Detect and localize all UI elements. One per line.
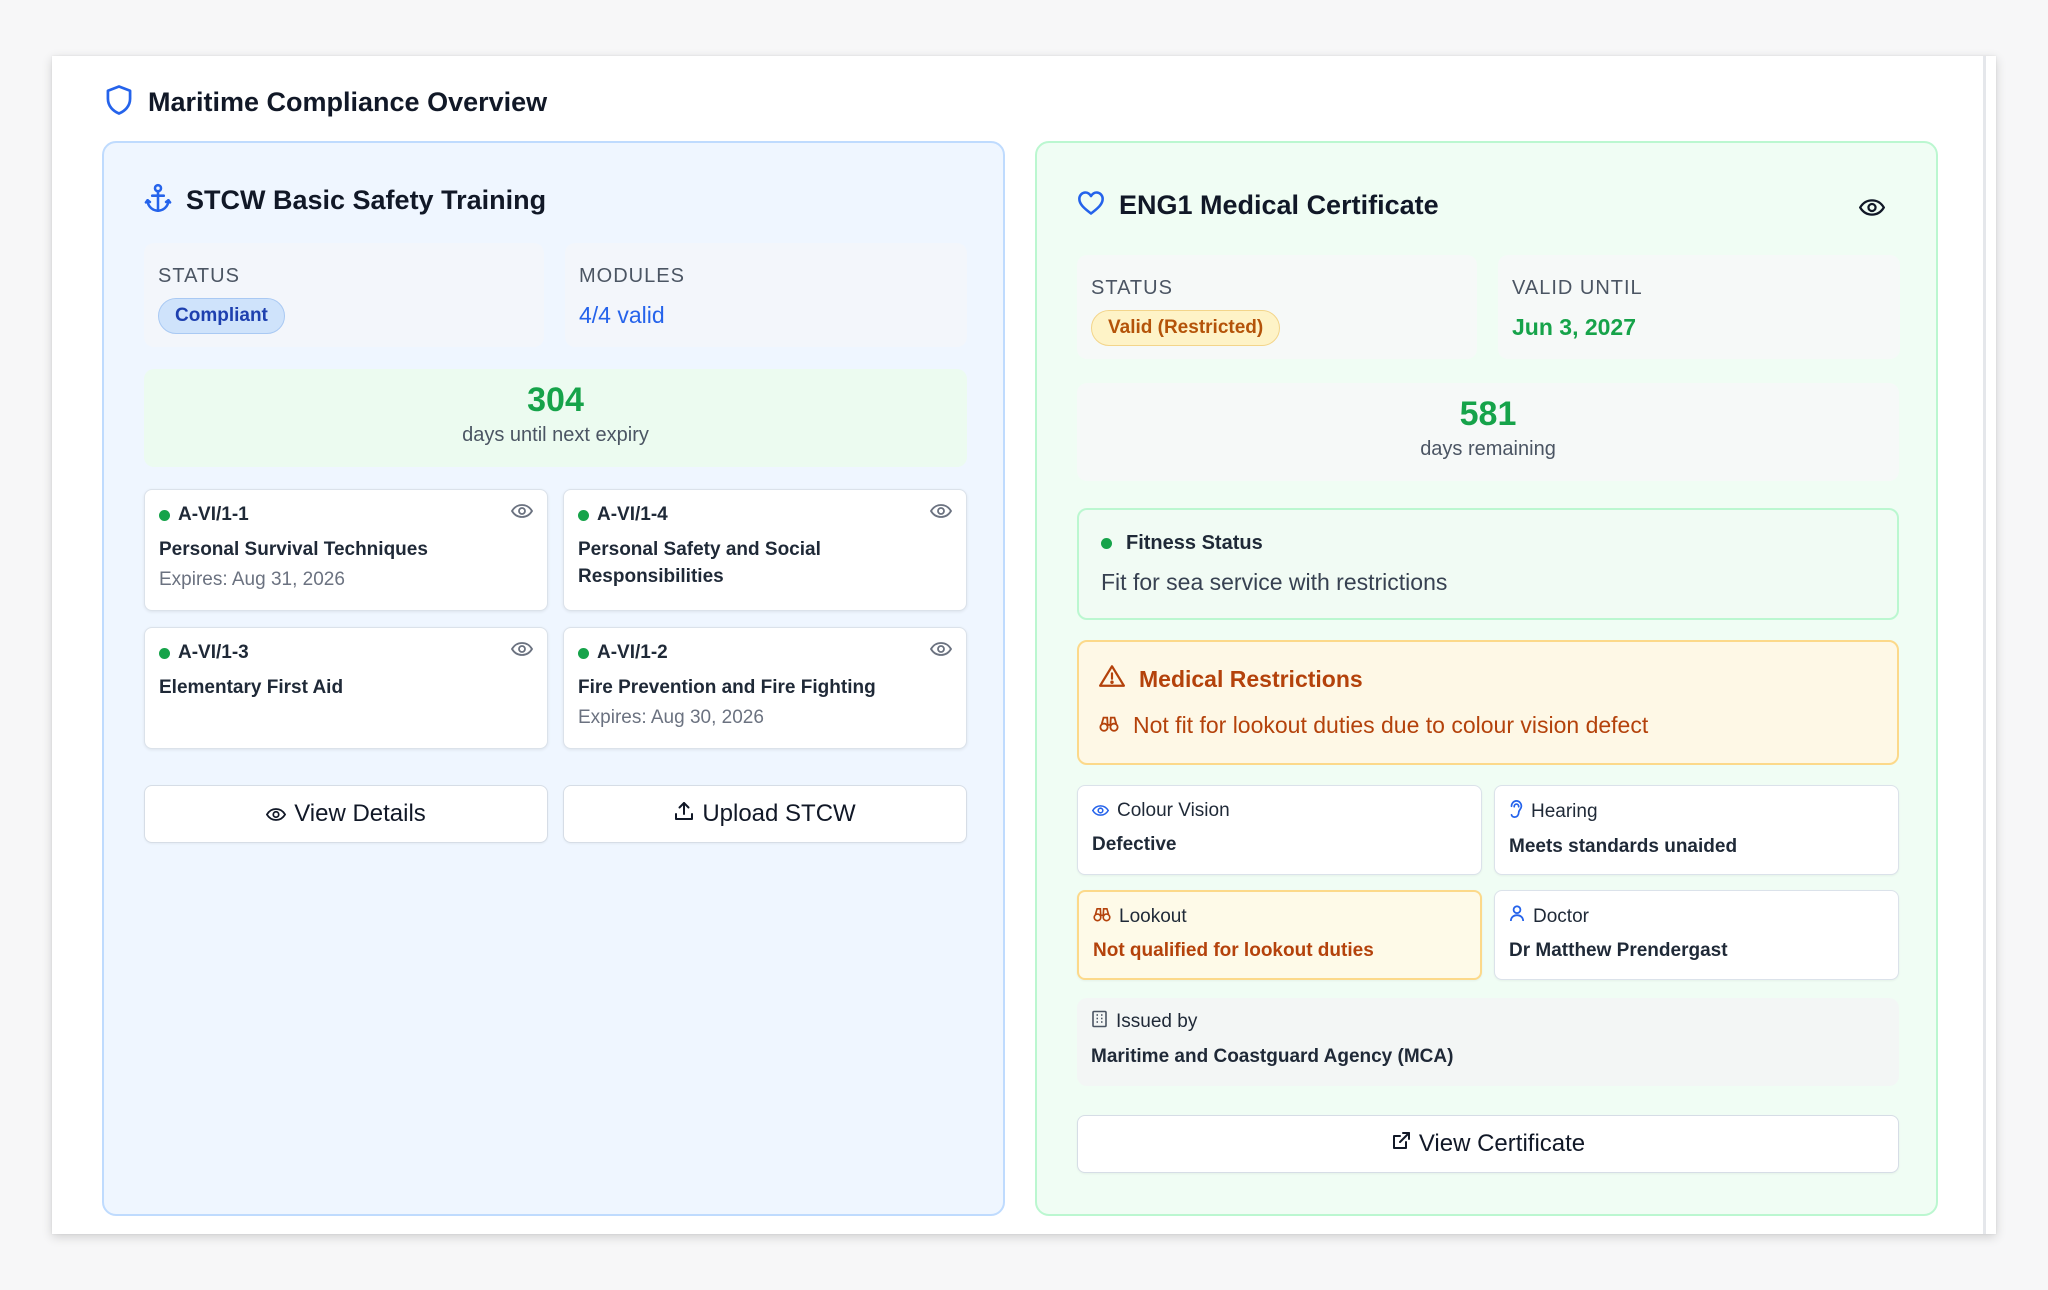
lookout-card: Lookout Not qualified for lookout duties (1077, 890, 1482, 980)
colour-vision-heading: Colour Vision (1091, 800, 1467, 822)
module-code: A-VI/1-3 (159, 642, 533, 664)
issued-by-heading: Issued by (1091, 1010, 1885, 1034)
module-card[interactable]: A-VI/1-3 Elementary First Aid (144, 627, 548, 749)
view-certificate-label: View Certificate (1418, 1130, 1586, 1157)
doctor-card: Doctor Dr Matthew Prendergast (1494, 890, 1899, 980)
eye-icon[interactable] (510, 504, 534, 523)
page-header: Maritime Compliance Overview (104, 76, 547, 128)
stcw-panel: STCW Basic Safety Training STATUS Compli… (102, 141, 1005, 1216)
eng1-valid-until-box: VALID UNTIL Jun 3, 2027 (1498, 255, 1900, 359)
restriction-item: Not fit for lookout duties due to colour… (1099, 712, 1877, 739)
module-name: Elementary First Aid (159, 677, 344, 698)
stcw-title: STCW Basic Safety Training (186, 185, 547, 215)
valid-until-label: VALID UNTIL (1512, 277, 1643, 299)
fitness-status-value: Fit for sea service with restrictions (1101, 569, 1448, 595)
issued-by-box: Issued by Maritime and Coastguard Agency… (1077, 998, 1899, 1086)
page-title: Maritime Compliance Overview (148, 86, 548, 117)
module-expiry: Expires: Aug 30, 2026 (578, 707, 764, 728)
eye-icon (266, 800, 287, 828)
eng1-status-label: STATUS (1091, 277, 1173, 299)
module-code: A-VI/1-4 (578, 504, 952, 526)
module-expiry: Expires: Aug 31, 2026 (159, 569, 345, 590)
external-link-icon (1391, 1130, 1411, 1158)
doctor-heading: Doctor (1509, 905, 1884, 928)
doctor-value: Dr Matthew Prendergast (1509, 940, 1728, 961)
view-certificate-button[interactable]: View Certificate (1077, 1115, 1899, 1173)
binoculars-icon (1093, 906, 1111, 928)
compliance-overview-card: Maritime Compliance Overview STCW Basic … (52, 56, 1996, 1234)
upload-label: Upload STCW (702, 800, 856, 827)
eye-icon[interactable] (929, 642, 953, 661)
medical-restrictions-box: Medical Restrictions Not fit for lookout… (1077, 640, 1899, 765)
colour-vision-card: Colour Vision Defective (1077, 785, 1482, 875)
module-card[interactable]: A-VI/1-2 Fire Prevention and Fire Fighti… (563, 627, 967, 749)
fitness-status-heading: Fitness Status (1101, 532, 1875, 555)
stcw-status-label: STATUS (158, 265, 240, 287)
stcw-status-box: STATUS Compliant (144, 243, 544, 347)
eng1-title: ENG1 Medical Certificate (1119, 190, 1439, 220)
anchor-icon (144, 183, 172, 218)
colour-vision-value: Defective (1092, 834, 1177, 855)
module-card[interactable]: A-VI/1-4 Personal Safety and Social Resp… (563, 489, 967, 611)
valid-dot (159, 647, 170, 659)
module-code: A-VI/1-2 (578, 642, 952, 664)
stcw-panel-header: STCW Basic Safety Training (144, 183, 546, 218)
eye-icon[interactable] (929, 504, 953, 523)
eye-icon[interactable] (510, 642, 534, 661)
scrollbar-edge (1983, 56, 1986, 1234)
module-name: Personal Survival Techniques (159, 539, 428, 560)
stcw-days-number: 304 (527, 381, 584, 419)
lookout-value: Not qualified for lookout duties (1093, 940, 1374, 961)
hearing-card: Hearing Meets standards unaided (1494, 785, 1899, 875)
upload-stcw-button[interactable]: Upload STCW (563, 785, 967, 843)
eng1-panel-header: ENG1 Medical Certificate (1077, 190, 1439, 221)
view-details-label: View Details (294, 800, 426, 827)
module-code: A-VI/1-1 (159, 504, 533, 526)
issued-by-value: Maritime and Coastguard Agency (MCA) (1091, 1046, 1454, 1067)
upload-icon (674, 800, 694, 828)
eye-icon (1091, 800, 1110, 822)
eng1-status-box: STATUS Valid (Restricted) (1077, 255, 1477, 359)
valid-dot (578, 647, 589, 659)
valid-until-value: Jun 3, 2027 (1512, 314, 1637, 340)
view-details-button[interactable]: View Details (144, 785, 548, 843)
lookout-heading: Lookout (1093, 906, 1466, 928)
stcw-days-label: days until next expiry (462, 424, 649, 446)
status-badge: Valid (Restricted) (1091, 310, 1281, 346)
hearing-value: Meets standards unaided (1509, 836, 1738, 857)
eng1-panel: ENG1 Medical Certificate STATUS Valid (R… (1035, 141, 1938, 1216)
valid-dot (159, 509, 170, 521)
status-badge: Compliant (158, 298, 285, 334)
ear-icon (1509, 800, 1523, 824)
heart-icon (1077, 190, 1105, 221)
eye-icon[interactable] (1858, 199, 1886, 221)
status-dot (1101, 538, 1112, 549)
valid-dot (578, 509, 589, 521)
module-name: Fire Prevention and Fire Fighting (578, 677, 876, 698)
binoculars-icon (1099, 712, 1119, 739)
hearing-heading: Hearing (1509, 800, 1884, 824)
medical-restrictions-heading: Medical Restrictions (1099, 664, 1877, 694)
module-card[interactable]: A-VI/1-1 Personal Survival Techniques Ex… (144, 489, 548, 611)
eng1-days-label: days remaining (1420, 438, 1556, 460)
stcw-modules-box: MODULES 4/4 valid (565, 243, 967, 347)
shield-icon (104, 84, 134, 121)
fitness-status-box: Fitness Status Fit for sea service with … (1077, 508, 1899, 620)
user-icon (1509, 905, 1525, 928)
building-icon (1091, 1010, 1108, 1034)
stcw-modules-value: 4/4 valid (579, 302, 665, 328)
stcw-expiry-countdown: 304 days until next expiry (144, 369, 967, 467)
stcw-modules-label: MODULES (579, 265, 685, 287)
eng1-days-number: 581 (1459, 395, 1517, 433)
module-name: Personal Safety and Social Responsibilit… (578, 539, 821, 587)
warning-icon (1099, 664, 1125, 694)
eng1-days-countdown: 581 days remaining (1077, 383, 1899, 481)
